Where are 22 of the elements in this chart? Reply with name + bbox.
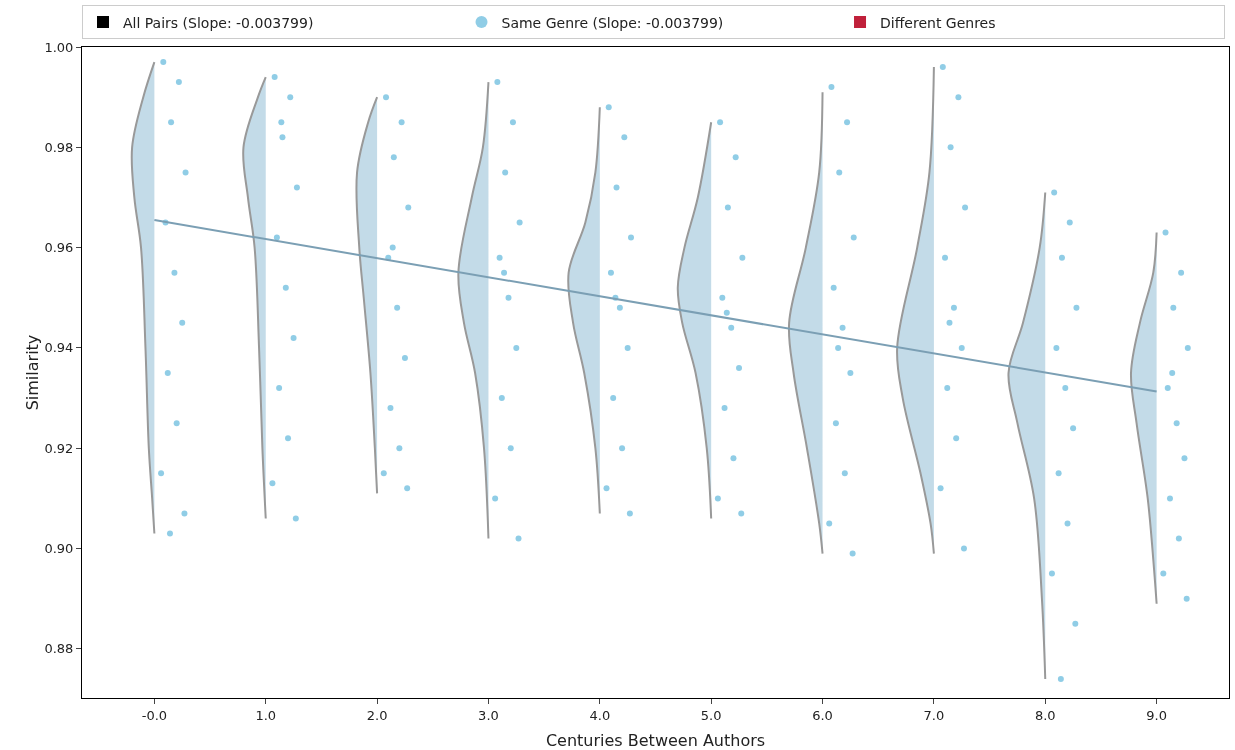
- y-tick-label: 0.88: [44, 641, 74, 657]
- x-tick-label: 3.0: [478, 707, 499, 723]
- x-tick-label: 6.0: [812, 707, 833, 723]
- x-tick-label: 2.0: [366, 707, 388, 723]
- y-tick-label: 1.00: [44, 39, 74, 55]
- x-tick-label: 5.0: [700, 707, 722, 723]
- x-tick-label: -0.0: [141, 707, 168, 723]
- legend-label: All Pairs (Slope: -0.003799): [123, 14, 314, 31]
- y-tick-label: 0.92: [44, 440, 74, 456]
- y-tick-label: 0.90: [44, 541, 74, 557]
- x-axis-title: Centuries Between Authors: [545, 731, 766, 750]
- y-tick-label: 0.98: [44, 139, 74, 155]
- x-tick-label: 7.0: [923, 707, 945, 723]
- y-tick-label: 0.96: [44, 240, 74, 256]
- x-tick-label: 9.0: [1146, 707, 1167, 723]
- legend-label: Same Genre (Slope: -0.003799): [501, 14, 724, 31]
- x-tick-label: 1.0: [255, 707, 277, 723]
- x-tick-label: 4.0: [589, 707, 611, 723]
- legend-label: Different Genres: [880, 14, 996, 31]
- y-axis-title: Similarity: [23, 334, 43, 411]
- x-tick-label: 8.0: [1034, 707, 1056, 723]
- y-tick-label: 0.94: [44, 340, 74, 356]
